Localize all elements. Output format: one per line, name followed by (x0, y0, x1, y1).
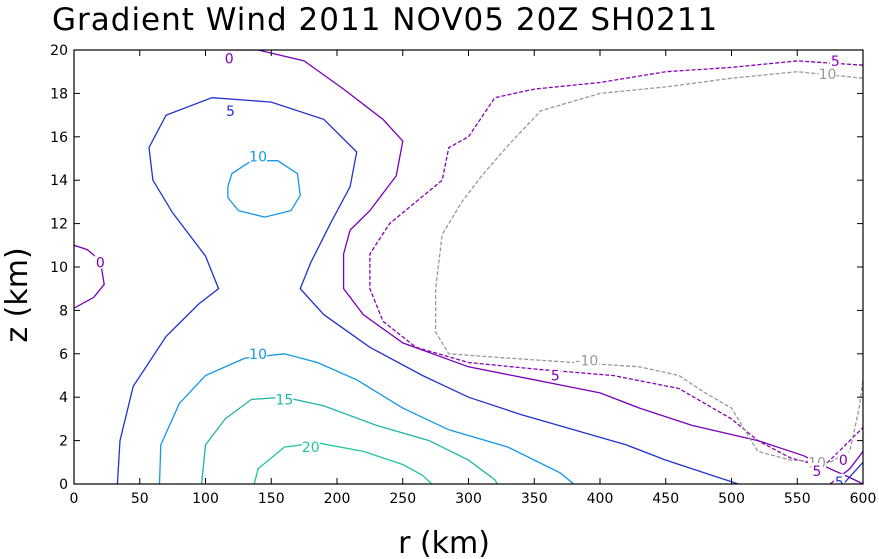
contour-line-10-6 (227, 160, 301, 218)
x-tick-label: 550 (784, 491, 811, 507)
axes: 0 50 100 150 200 250 300 350 400 450 500 550 6000246… (50, 43, 876, 507)
contour-label-bg (224, 102, 236, 117)
contour-line-15-7 (200, 396, 498, 484)
contour-label: 10 (249, 149, 267, 165)
y-tick-label: 6 (59, 347, 68, 363)
x-tick-label: 350 (521, 491, 548, 507)
x-tick-label: 50 (131, 491, 149, 507)
x-tick-label: 300 (455, 491, 482, 507)
contour-line-0-0 (74, 244, 105, 309)
contour-label: 20 (302, 440, 320, 456)
x-tick-label: 200 (324, 491, 351, 507)
contour-label-bg (249, 148, 268, 163)
y-tick-label: 14 (50, 173, 68, 189)
y-tick-label: 12 (50, 217, 68, 233)
contour-label: 0 (225, 52, 234, 68)
contour-label: 10 (249, 347, 267, 363)
contour-line-5-4 (842, 461, 863, 484)
contour-label: -10 (575, 353, 598, 369)
contour-line-20-8 (253, 442, 433, 484)
contour-label: 15 (275, 392, 293, 408)
contour-label: 0 (839, 453, 848, 469)
contour-line-5-3 (116, 97, 739, 484)
contour-label-bg (811, 462, 823, 477)
contour-line-0-1 (229, 50, 863, 484)
contour-label-bg (94, 254, 106, 269)
x-tick-label: 400 (587, 491, 614, 507)
x-tick-label: 600 (850, 491, 877, 507)
y-tick-label: 8 (59, 303, 68, 319)
y-tick-label: 0 (59, 477, 68, 493)
x-tick-label: 450 (652, 491, 679, 507)
contour-label-bg (549, 367, 561, 382)
y-tick-label: 4 (59, 390, 68, 406)
contour-label: 10 (819, 67, 837, 83)
y-tick-label: 20 (50, 43, 68, 59)
x-tick-label: 250 (389, 491, 416, 507)
contour-label-bg (275, 391, 294, 406)
chart-title: Gradient Wind 2011 NOV05 20Z SH0211 (52, 2, 718, 38)
contour-line-10-5 (158, 353, 575, 484)
contour-label-bg (818, 65, 837, 80)
contour-label-bg (833, 473, 845, 484)
contour-label-bg (249, 345, 268, 360)
x-tick-label: 100 (192, 491, 219, 507)
contour-label-bg (837, 452, 849, 467)
contour-label: 5 (226, 104, 235, 120)
contour-line-neg5-9 (369, 60, 863, 468)
contour-label: 5 (831, 54, 840, 70)
x-tick-label: 150 (258, 491, 285, 507)
contour-label: 5 (551, 369, 560, 385)
y-tick-label: 16 (50, 130, 68, 146)
contour-label-bg (223, 50, 235, 65)
contour-label: 5 (835, 475, 844, 491)
contour-label-bg (829, 52, 841, 67)
contour-label: 0 (96, 256, 105, 272)
y-tick-label: 10 (50, 260, 68, 276)
plot-frame (73, 49, 864, 485)
x-tick-label: 500 (718, 491, 745, 507)
y-tick-label: 2 (59, 434, 68, 450)
contour-label-bg (574, 352, 600, 367)
contour-line-neg10-10 (434, 71, 863, 463)
contour-label: 5 (813, 464, 822, 480)
y-axis-label: z (km) (0, 247, 35, 342)
contour-label-bg (301, 439, 320, 454)
y-tick-label: 18 (50, 86, 68, 102)
x-axis-label: r (km) (398, 526, 490, 559)
x-tick-label: 0 (70, 491, 79, 507)
